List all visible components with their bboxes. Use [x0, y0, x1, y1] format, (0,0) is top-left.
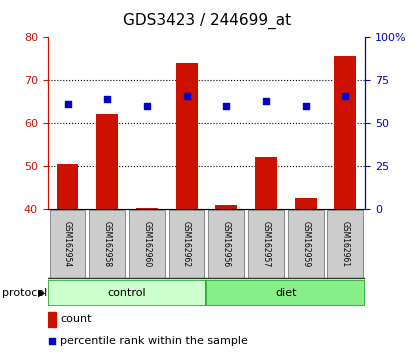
- Bar: [136, 208, 158, 209]
- Text: GSM162956: GSM162956: [222, 221, 231, 267]
- FancyBboxPatch shape: [207, 280, 365, 306]
- Text: GSM162961: GSM162961: [341, 221, 350, 267]
- Text: control: control: [108, 288, 146, 298]
- Text: percentile rank within the sample: percentile rank within the sample: [61, 336, 248, 346]
- FancyBboxPatch shape: [169, 210, 205, 278]
- Bar: [57, 164, 78, 209]
- Bar: [215, 205, 237, 209]
- FancyBboxPatch shape: [288, 210, 324, 278]
- Point: [144, 103, 150, 109]
- Bar: [255, 157, 277, 209]
- Text: protocol: protocol: [2, 288, 47, 298]
- Text: GSM162959: GSM162959: [301, 221, 310, 267]
- Text: ▶: ▶: [38, 288, 46, 298]
- Point: [342, 93, 349, 98]
- Point: [303, 103, 309, 109]
- Text: GSM162957: GSM162957: [261, 221, 271, 267]
- Point: [48, 338, 55, 344]
- FancyBboxPatch shape: [248, 210, 284, 278]
- FancyBboxPatch shape: [89, 210, 125, 278]
- FancyBboxPatch shape: [129, 210, 165, 278]
- Bar: [96, 114, 118, 209]
- Bar: [295, 198, 317, 209]
- Text: GSM162962: GSM162962: [182, 221, 191, 267]
- Point: [64, 101, 71, 107]
- Text: GSM162960: GSM162960: [142, 221, 151, 267]
- Text: count: count: [61, 314, 92, 325]
- Bar: [334, 57, 356, 209]
- FancyBboxPatch shape: [208, 210, 244, 278]
- Bar: [176, 63, 198, 209]
- FancyBboxPatch shape: [327, 210, 363, 278]
- Text: diet: diet: [275, 288, 297, 298]
- Point: [104, 96, 110, 102]
- Text: GDS3423 / 244699_at: GDS3423 / 244699_at: [123, 12, 292, 29]
- Text: GSM162954: GSM162954: [63, 221, 72, 267]
- FancyBboxPatch shape: [48, 280, 207, 306]
- FancyBboxPatch shape: [50, 210, 85, 278]
- Point: [263, 98, 269, 103]
- Point: [183, 93, 190, 98]
- Point: [223, 103, 229, 109]
- Bar: [48, 312, 56, 327]
- Text: GSM162958: GSM162958: [103, 221, 112, 267]
